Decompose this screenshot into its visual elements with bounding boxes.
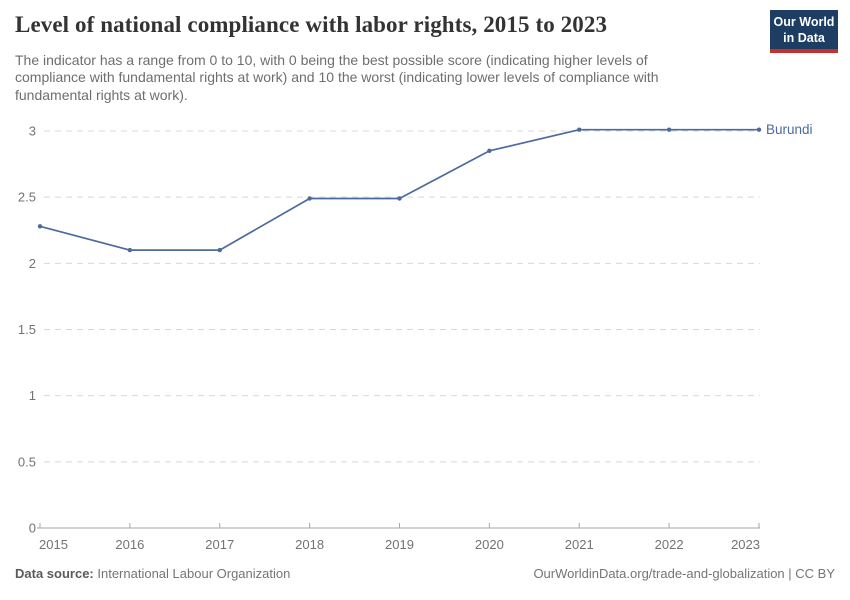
- chart-subtitle: The indicator has a range from 0 to 10, …: [15, 52, 659, 103]
- page-title: Level of national compliance with labor …: [15, 12, 608, 37]
- credit-link[interactable]: OurWorldinData.org/trade-and-globalizati…: [533, 566, 835, 581]
- data-point[interactable]: [487, 148, 492, 154]
- data-point[interactable]: [397, 196, 402, 201]
- x-tick-label: 2022: [655, 537, 684, 552]
- y-tick-label: 3: [29, 124, 36, 139]
- x-tick-label: 2018: [295, 537, 324, 552]
- x-tick-label: 2017: [205, 537, 234, 552]
- y-tick-label: 0: [29, 521, 36, 536]
- x-tick-label: 2016: [115, 537, 144, 552]
- y-tick-label: 2: [29, 256, 36, 271]
- data-point[interactable]: [307, 196, 312, 201]
- data-source: Data source: International Labour Organi…: [15, 566, 290, 581]
- owid-logo[interactable]: Our World in Data: [770, 10, 838, 53]
- y-tick-label: 1: [29, 388, 36, 403]
- data-source-label: Data source:: [15, 566, 94, 581]
- y-tick-label: 0.5: [18, 454, 36, 469]
- data-point[interactable]: [37, 224, 43, 229]
- data-source-value: International Labour Organization: [97, 566, 291, 581]
- y-tick-label: 1.5: [18, 322, 36, 337]
- y-tick-label: 2.5: [18, 190, 36, 205]
- chart-footer: Data source: International Labour Organi…: [15, 566, 835, 581]
- data-point[interactable]: [756, 127, 762, 132]
- x-tick-label: 2020: [475, 537, 504, 552]
- x-tick-label: 2015: [39, 537, 68, 552]
- x-tick-label: 2019: [385, 537, 414, 552]
- x-tick-label: 2023: [731, 537, 760, 552]
- owid-logo-line2: in Data: [783, 31, 825, 45]
- data-point[interactable]: [217, 247, 222, 253]
- data-point[interactable]: [577, 127, 582, 132]
- x-tick-label: 2021: [565, 537, 594, 552]
- series-line[interactable]: [39, 128, 759, 251]
- data-point[interactable]: [127, 247, 133, 253]
- series-label[interactable]: Burundi: [766, 122, 813, 137]
- owid-logo-line1: Our World: [773, 15, 835, 29]
- data-point[interactable]: [666, 127, 672, 132]
